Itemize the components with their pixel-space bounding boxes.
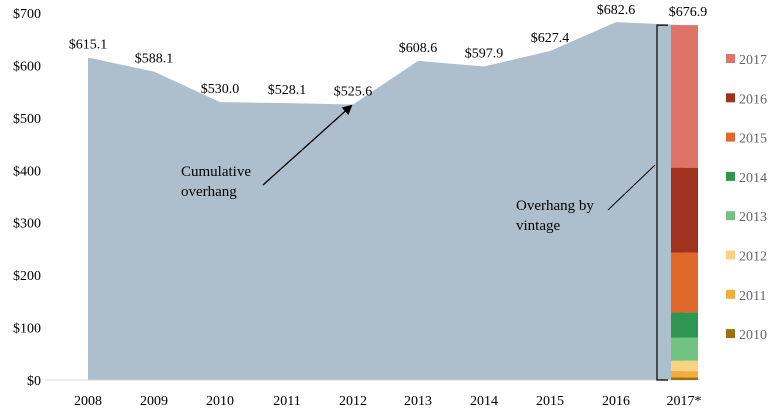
legend-label: 2017 bbox=[739, 53, 767, 68]
y-tick-label: $600 bbox=[13, 59, 41, 74]
vintage-segment-2013 bbox=[671, 337, 698, 361]
x-tick-label: 2014 bbox=[470, 394, 498, 409]
vintage-bracket bbox=[656, 24, 668, 381]
overhang-area bbox=[88, 22, 684, 381]
legend-label: 2013 bbox=[739, 210, 767, 225]
vintage-segment-2015 bbox=[671, 252, 698, 313]
x-tick-label: 2011 bbox=[273, 394, 300, 409]
data-label: $525.6 bbox=[334, 84, 373, 99]
x-tick-label: 2013 bbox=[404, 394, 432, 409]
x-tick-label: 2015 bbox=[536, 394, 564, 409]
vintage-segment-2011 bbox=[671, 371, 698, 378]
y-tick-label: $0 bbox=[27, 374, 41, 389]
data-label: $682.6 bbox=[597, 3, 636, 18]
y-tick-label: $500 bbox=[13, 112, 41, 127]
x-tick-label: 2008 bbox=[74, 394, 102, 409]
cumulative-label-line2: overhang bbox=[181, 184, 237, 200]
x-tick-label: 2010 bbox=[206, 394, 234, 409]
legend-label: 2015 bbox=[739, 132, 767, 147]
vintage-segment-2017 bbox=[671, 25, 698, 168]
cumulative-annotation: Cumulative overhang bbox=[181, 104, 353, 200]
data-label: $588.1 bbox=[135, 52, 174, 67]
x-tick-label: 2017* bbox=[667, 394, 702, 409]
legend-swatch bbox=[726, 250, 735, 260]
legend-swatch bbox=[726, 132, 735, 142]
y-tick-label: $700 bbox=[13, 7, 41, 22]
y-tick-label: $400 bbox=[13, 164, 41, 179]
x-tick-label: 2016 bbox=[602, 394, 630, 409]
legend-label: 2011 bbox=[739, 289, 766, 304]
y-tick-label: $100 bbox=[13, 322, 41, 337]
data-label: $530.0 bbox=[201, 82, 240, 97]
legend: 2017 2016 2015 2014 2013 2012 2011 2010 bbox=[726, 53, 767, 343]
plot-area bbox=[88, 22, 684, 381]
y-tick-label: $300 bbox=[13, 217, 41, 232]
legend-swatch bbox=[726, 93, 735, 103]
data-label: $608.6 bbox=[399, 41, 438, 56]
vintage-label-line1: Overhang by bbox=[516, 198, 594, 214]
x-tick-label: 2009 bbox=[140, 394, 168, 409]
data-label: $627.4 bbox=[531, 31, 570, 46]
data-label: $615.1 bbox=[69, 38, 108, 53]
cumulative-label-line1: Cumulative bbox=[181, 164, 251, 180]
data-label: $676.9 bbox=[669, 5, 708, 20]
legend-swatch bbox=[726, 329, 735, 339]
cumulative-arrow bbox=[262, 104, 353, 186]
x-tick-label: 2012 bbox=[339, 394, 367, 409]
vintage-segment-2012 bbox=[671, 360, 698, 372]
vintage-label-line2: vintage bbox=[516, 218, 560, 234]
vintage-segment-2016 bbox=[671, 167, 698, 253]
legend-label: 2016 bbox=[739, 92, 767, 107]
legend-swatch bbox=[726, 211, 735, 221]
y-tick-label: $200 bbox=[13, 269, 41, 284]
data-label: $597.9 bbox=[465, 47, 504, 62]
legend-swatch bbox=[726, 171, 735, 181]
y-axis: $0 $100 $200 $300 $400 $500 $600 $700 bbox=[13, 7, 41, 389]
x-axis: 2008 2009 2010 2011 2012 2013 2014 2015 2016 2017… bbox=[45, 379, 702, 409]
legend-swatch bbox=[726, 289, 735, 299]
vintage-segment-2014 bbox=[671, 312, 698, 338]
stacked-vintage-bar bbox=[656, 24, 698, 381]
vintage-segment-2010 bbox=[671, 377, 698, 380]
legend-label: 2012 bbox=[739, 250, 767, 265]
legend-label: 2010 bbox=[739, 328, 767, 343]
legend-swatch bbox=[726, 54, 735, 63]
vintage-annotation: Overhang by vintage bbox=[516, 164, 656, 234]
vintage-connector bbox=[607, 164, 656, 211]
data-label: $528.1 bbox=[268, 83, 307, 98]
legend-label: 2014 bbox=[739, 171, 767, 186]
data-labels: $615.1 $588.1 $530.0 $528.1 $525.6 $608.6 $597… bbox=[69, 3, 708, 99]
